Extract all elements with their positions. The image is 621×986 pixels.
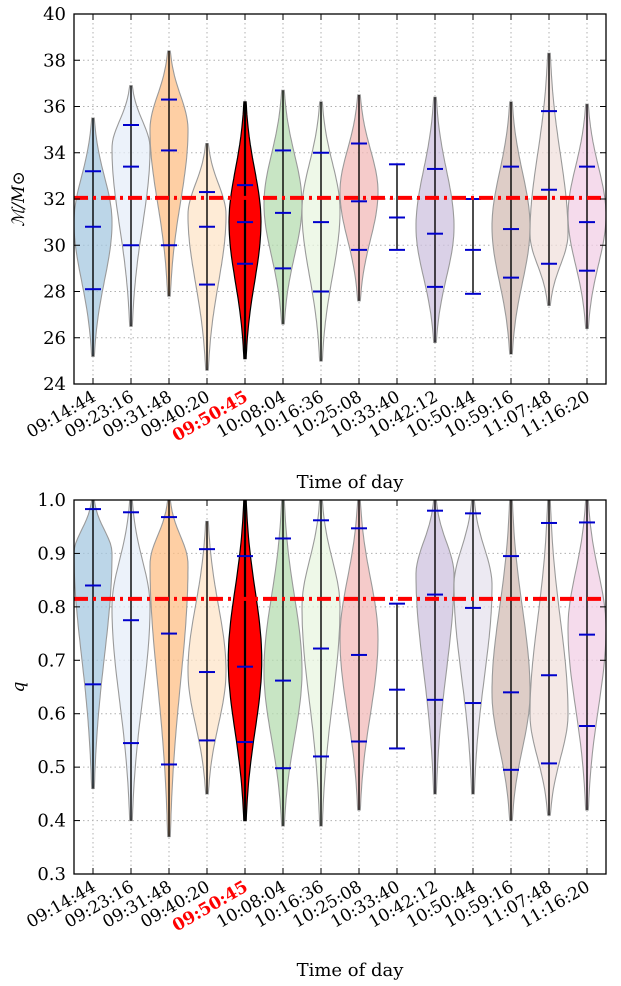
y-tick-label: 38 xyxy=(43,50,66,71)
x-axis-label: Time of day xyxy=(297,960,405,981)
y-tick-label: 24 xyxy=(43,374,66,395)
y-tick-label: 40 xyxy=(43,4,66,25)
y-tick-label: 1.0 xyxy=(37,490,66,511)
y-tick-label: 0.7 xyxy=(37,650,66,671)
y-tick-label: 32 xyxy=(43,189,66,210)
y-axis-label: ℳ/M⊙ xyxy=(9,171,29,227)
y-tick-label: 0.5 xyxy=(37,757,66,778)
y-tick-label: 26 xyxy=(43,328,66,349)
y-tick-label: 0.3 xyxy=(37,864,66,885)
y-tick-label: 28 xyxy=(43,282,66,303)
y-tick-label: 34 xyxy=(43,143,66,164)
y-axis-label: q xyxy=(9,681,29,692)
x-axis-label: Time of day xyxy=(297,472,405,493)
plot-area xyxy=(74,50,606,371)
plot-area xyxy=(74,500,606,838)
y-tick-label: 0.8 xyxy=(37,597,66,618)
y-tick-label: 0.6 xyxy=(37,704,66,725)
y-tick-label: 0.4 xyxy=(37,811,66,832)
y-tick-label: 36 xyxy=(43,97,66,118)
chirp-mass-violin-panel: 24262830323436384009:14:4409:23:1609:31:… xyxy=(9,4,607,493)
axes-frame xyxy=(73,499,607,875)
y-tick-label: 0.9 xyxy=(37,543,66,564)
y-tick-label: 30 xyxy=(43,235,66,256)
mass-ratio-violin-panel: 0.30.40.50.60.70.80.91.009:14:4409:23:16… xyxy=(9,490,607,981)
